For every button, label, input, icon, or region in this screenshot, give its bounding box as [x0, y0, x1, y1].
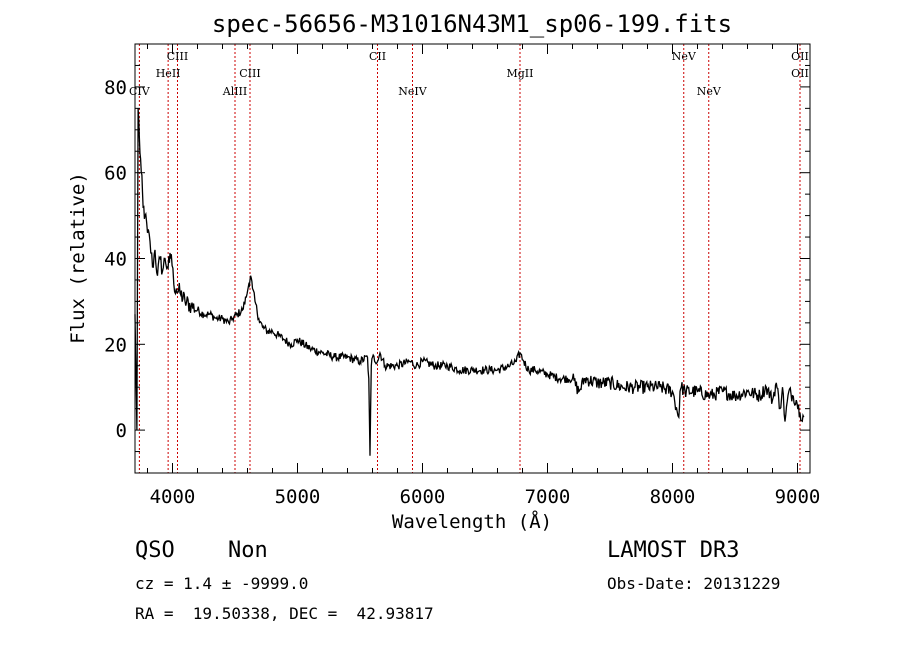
ra-dec: RA = 19.50338, DEC = 42.93817 [135, 604, 434, 623]
line-label: CIV [129, 85, 151, 98]
object-subclass: Non [228, 538, 268, 563]
line-label: NeIV [398, 85, 427, 98]
x-tick-label: 6000 [400, 486, 446, 508]
x-tick-label: 9000 [775, 486, 821, 508]
x-tick-label: 4000 [150, 486, 196, 508]
object-class: QSO [135, 538, 175, 563]
obs-date: Obs-Date: 20131229 [607, 574, 781, 593]
y-axis-label: Flux (relative) [67, 172, 89, 344]
line-label: CIII [167, 50, 188, 63]
line-label: OII [791, 50, 809, 63]
spectrum-line [134, 108, 805, 456]
chart-title: spec-56656-M31016N43M1_sp06-199.fits [212, 10, 732, 38]
line-label: MgII [507, 67, 534, 80]
line-label: OII [791, 67, 809, 80]
y-tick-label: 20 [104, 334, 127, 356]
redshift-cz: cz = 1.4 ± -9999.0 [135, 574, 309, 593]
line-label: CIII [239, 67, 260, 80]
x-tick-label: 5000 [275, 486, 321, 508]
emission-line-markers [138, 44, 801, 473]
y-axis-ticks: 0 20 40 60 80 [104, 43, 810, 474]
x-axis-label: Wavelength (Å) [392, 510, 552, 533]
y-tick-label: 60 [104, 163, 127, 185]
survey-name: LAMOST DR3 [607, 538, 740, 563]
y-tick-label: 80 [104, 77, 127, 99]
x-axis-ticks: 4000 5000 6000 7000 8000 9000 [147, 44, 821, 508]
y-tick-label: 40 [104, 249, 127, 271]
line-label: CII [369, 50, 386, 63]
line-label: NeV [672, 50, 697, 63]
line-label: HeII [156, 67, 181, 80]
x-tick-label: 7000 [525, 486, 571, 508]
y-tick-label: 0 [116, 420, 127, 442]
x-tick-label: 8000 [650, 486, 696, 508]
line-label: AlIII [222, 85, 248, 98]
emission-line-labels: CIV HeII CIII AlIII CIII CII NeIV MgII NeV NeV OII… [129, 50, 809, 98]
line-label: NeV [697, 85, 722, 98]
